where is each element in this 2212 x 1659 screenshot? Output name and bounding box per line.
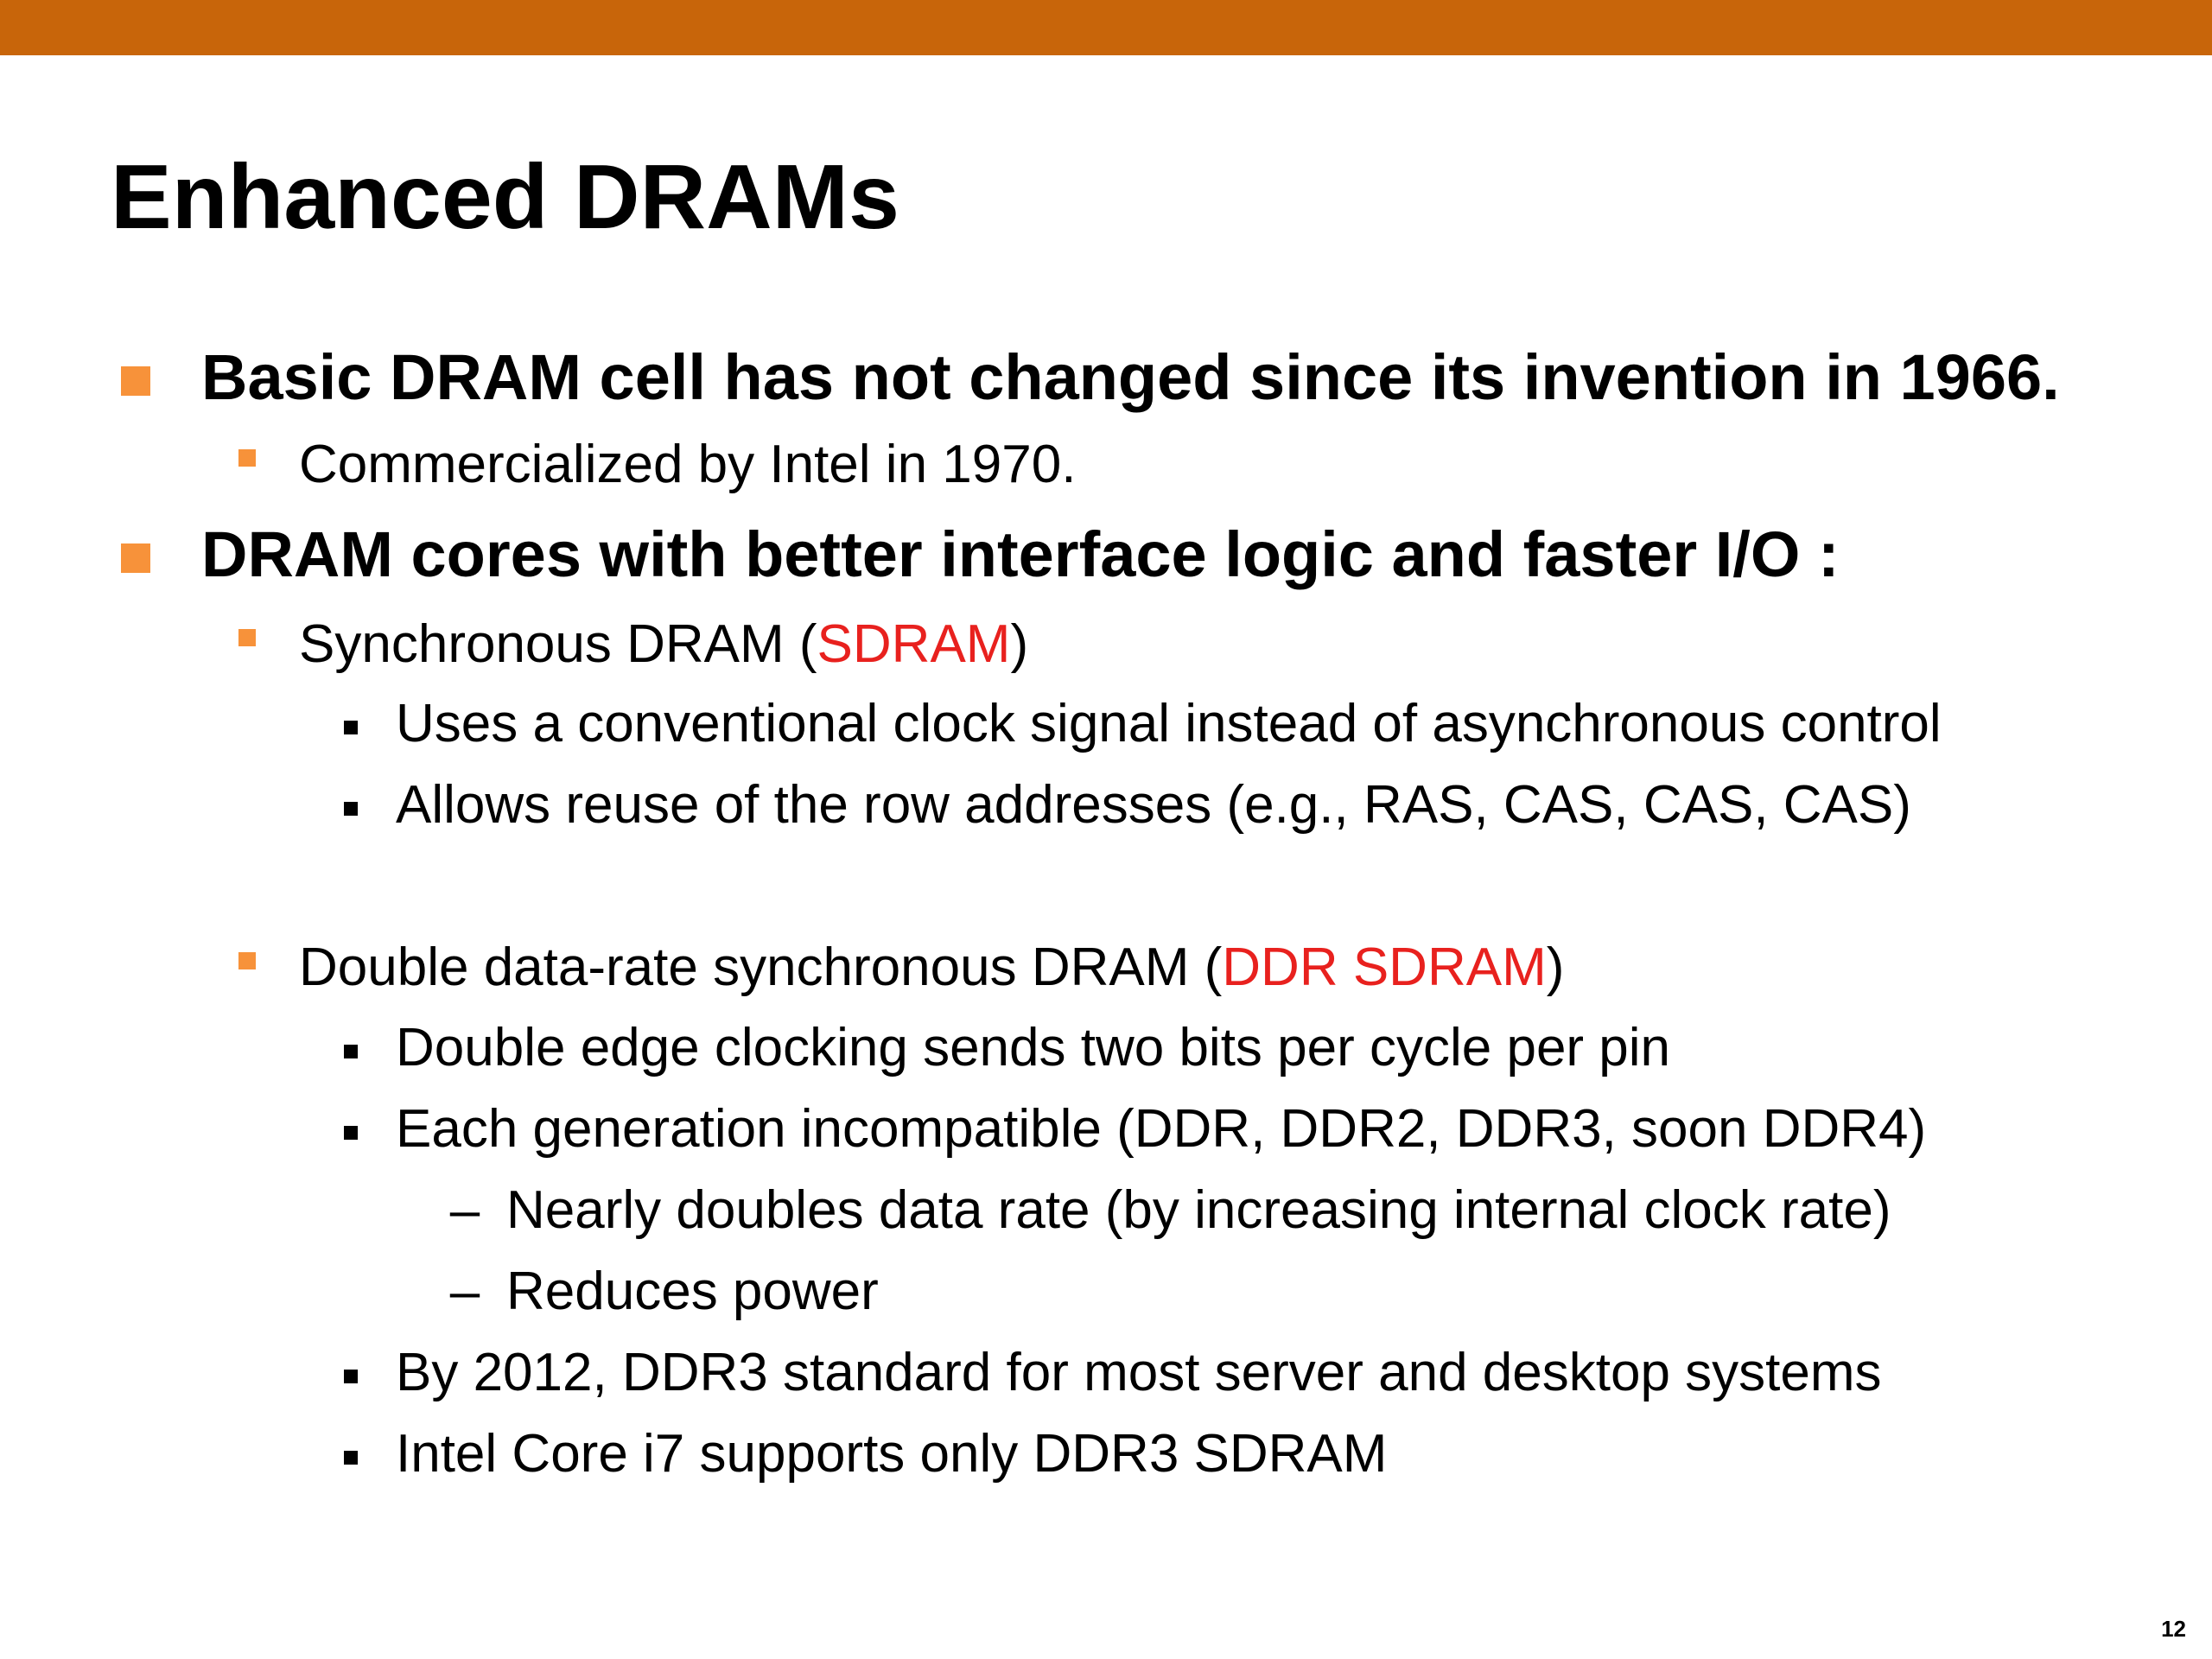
bullet-2-2-2-2-text: Reduces power [506,1262,879,1321]
bullet-2: DRAM cores with better interface logic a… [121,516,1840,594]
small-square-bullet-icon [344,1045,358,1058]
bullet-2-2-3-text: By 2012, DDR3 standard for most server a… [396,1343,1882,1402]
dash-bullet: – [449,1180,480,1240]
bullet-1-1: Commercialized by Intel in 1970. [238,432,1077,498]
ddr-sdram-highlight: DDR SDRAM [1222,938,1547,997]
bullet-2-1-pre: Synchronous DRAM ( [299,614,817,674]
bullet-2-2-2-1: – Nearly doubles data rate (by increasin… [450,1178,1891,1243]
square-bullet-icon [238,449,256,467]
bullet-2-2-2-1-text: Nearly doubles data rate (by increasing … [506,1180,1891,1240]
small-square-bullet-icon [344,1126,358,1140]
small-square-bullet-icon [344,1370,358,1383]
bullet-2-2-2-text: Each generation incompatible (DDR, DDR2,… [396,1099,1927,1159]
page-number: 12 [2161,1616,2186,1642]
small-square-bullet-icon [344,721,358,734]
top-accent-bar [0,0,2212,55]
bullet-1-1-text: Commercialized by Intel in 1970. [299,435,1077,494]
bullet-2-1-1-text: Uses a conventional clock signal instead… [396,694,1942,753]
bullet-2-2-2: Each generation incompatible (DDR, DDR2,… [344,1096,1927,1162]
bullet-1-text: Basic DRAM cell has not changed since it… [201,341,2060,413]
square-bullet-icon [238,629,256,646]
bullet-2-1-post: ) [1010,614,1029,674]
bullet-1: Basic DRAM cell has not changed since it… [121,339,2060,416]
bullet-2-2-pre: Double data-rate synchronous DRAM ( [299,938,1223,997]
square-bullet-icon [121,366,150,396]
bullet-2-2: Double data-rate synchronous DRAM (DDR S… [238,935,1565,1001]
bullet-2-1-1: Uses a conventional clock signal instead… [344,691,1942,757]
dash-bullet: – [449,1262,480,1321]
bullet-2-1: Synchronous DRAM (SDRAM) [238,612,1029,677]
square-bullet-icon [238,952,256,969]
bullet-2-1-2-text: Allows reuse of the row addresses (e.g.,… [396,775,1911,835]
bullet-2-2-1-text: Double edge clocking sends two bits per … [396,1018,1671,1077]
slide-title: Enhanced DRAMs [111,146,899,248]
small-square-bullet-icon [344,802,358,816]
square-bullet-icon [121,543,150,573]
bullet-2-2-2-2: – Reduces power [450,1259,879,1325]
bullet-2-2-1: Double edge clocking sends two bits per … [344,1015,1671,1081]
small-square-bullet-icon [344,1451,358,1465]
bullet-2-1-2: Allows reuse of the row addresses (e.g.,… [344,772,1911,838]
bullet-2-text: DRAM cores with better interface logic a… [201,518,1840,590]
sdram-highlight: SDRAM [817,614,1011,674]
bullet-2-2-4: Intel Core i7 supports only DDR3 SDRAM [344,1421,1388,1487]
bullet-2-2-4-text: Intel Core i7 supports only DDR3 SDRAM [396,1424,1388,1484]
bullet-2-2-post: ) [1546,938,1565,997]
bullet-2-2-3: By 2012, DDR3 standard for most server a… [344,1340,1882,1406]
